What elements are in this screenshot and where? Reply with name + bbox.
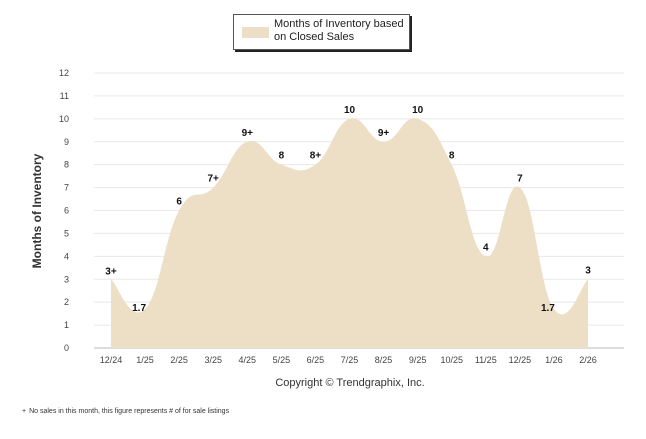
y-tick-label: 12 [59,68,69,78]
data-label: 4 [483,242,489,253]
y-tick-label: 6 [64,206,69,216]
x-tick-label: 2/26 [579,355,597,365]
footnote-text: No sales in this month, this figure repr… [29,408,230,415]
x-tick-label: 11/25 [475,355,497,365]
x-tick-label: 5/25 [273,355,291,365]
y-tick-label: 2 [64,297,69,307]
series-area [111,118,588,348]
data-label: 8 [449,151,455,162]
footnote: + No sales in this month, this figure rep… [22,408,229,415]
legend-label: Months of Inventory based on Closed Sale… [274,18,404,43]
y-tick-label: 8 [64,160,69,170]
data-label: 3 [585,265,591,276]
data-label: 1.7 [132,303,146,314]
x-tick-label: 10/25 [440,355,463,365]
x-tick-label: 1/25 [136,355,154,365]
x-tick-label: 12/24 [100,355,123,365]
x-tick-label: 1/26 [545,355,563,365]
legend-swatch [242,27,269,38]
data-label: 8 [279,151,285,162]
x-tick-label: 6/25 [307,355,325,365]
x-tick-label: 8/25 [375,355,393,365]
y-tick-label: 1 [64,320,69,330]
data-label: 10 [344,105,356,116]
data-label: 8+ [310,151,322,162]
data-label: 6 [176,197,182,208]
x-tick-label: 9/25 [409,355,427,365]
y-tick-label: 3 [64,274,69,284]
y-tick-label: 11 [60,91,69,101]
copyright-text: Copyright © Trendgraphix, Inc. [275,377,425,389]
x-tick-label: 7/25 [341,355,359,365]
y-tick-label: 10 [59,114,69,124]
x-tick-label: 2/25 [170,355,188,365]
data-label: 1.7 [541,303,555,314]
data-label: 10 [412,105,424,116]
data-label: 9+ [378,128,390,139]
legend: Months of Inventory based on Closed Sale… [233,14,410,50]
x-tick-label: 3/25 [204,355,222,365]
y-tick-label: 5 [64,228,69,238]
data-label: 3+ [105,266,117,277]
data-label: 7+ [208,174,220,185]
x-tick-label: 4/25 [239,355,257,365]
y-tick-label: 9 [64,137,69,147]
y-tick-label: 4 [64,251,69,261]
y-axis-title: Months of Inventory [30,153,44,269]
y-tick-label: 7 [64,183,69,193]
data-label: 9+ [242,128,254,139]
footnote-mark: + [22,408,27,415]
data-label: 7 [517,174,523,185]
y-tick-label: 0 [64,343,69,353]
x-tick-label: 12/25 [509,355,532,365]
